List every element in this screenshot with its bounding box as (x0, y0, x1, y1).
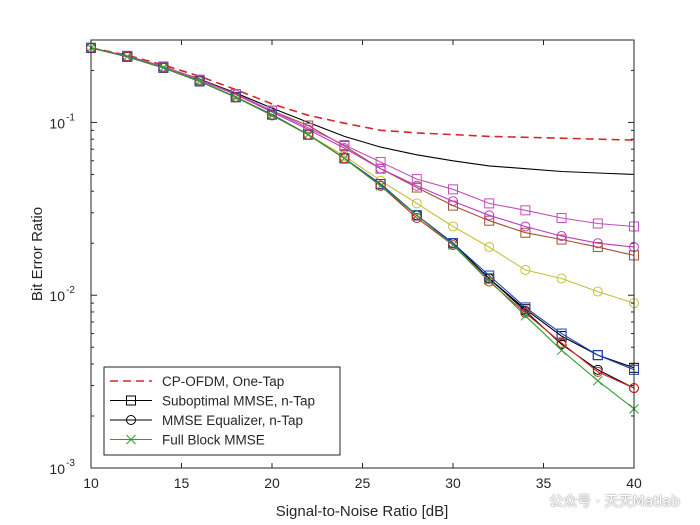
data-point (556, 345, 567, 356)
x-tick-label: 35 (536, 475, 552, 491)
legend-marker (126, 415, 136, 425)
data-point (158, 62, 169, 73)
legend-label: CP-OFDM, One-Tap (162, 374, 284, 389)
legend-label: Full Block MMSE (162, 433, 265, 448)
y-tick-label: 10 (49, 288, 65, 304)
data-point (230, 92, 241, 103)
data-point (484, 275, 495, 286)
data-point (556, 234, 567, 245)
watermark-text: 公众号 · 天天Matlab (549, 494, 680, 510)
data-point (303, 129, 314, 140)
data-point (448, 240, 458, 250)
data-point (194, 76, 205, 87)
data-point (194, 76, 205, 87)
y-axis-label: Bit Error Ratio (29, 207, 46, 301)
data-point (484, 198, 495, 209)
data-point (339, 153, 350, 164)
data-point (303, 129, 314, 140)
series-line (90, 47, 635, 141)
data-point (556, 212, 567, 223)
data-point (122, 51, 133, 62)
x-tick-label: 20 (264, 475, 280, 491)
data-point (411, 210, 422, 221)
legend-marker (126, 434, 136, 445)
data-point (122, 51, 133, 62)
data-point (520, 264, 531, 275)
data-point (448, 240, 458, 251)
data-point (411, 174, 422, 185)
data-point (484, 215, 495, 226)
data-point (520, 310, 531, 321)
y-tick-exponent: -3 (66, 458, 75, 469)
data-point (448, 196, 458, 207)
data-point (267, 110, 277, 121)
data-point (411, 212, 422, 223)
data-point (339, 153, 350, 164)
legend-label: MMSE Equalizer, n-Tap (162, 413, 303, 428)
legend-label: Suboptimal MMSE, n-Tap (162, 394, 315, 409)
data-point (484, 242, 495, 253)
data-point (520, 205, 531, 216)
y-tick-label: 10 (49, 461, 65, 477)
x-tick-label: 10 (83, 475, 99, 491)
data-point (520, 302, 531, 313)
series-10 (86, 43, 639, 414)
data-point (556, 231, 567, 242)
data-point (520, 227, 531, 238)
data-point (303, 122, 314, 133)
data-point (230, 92, 241, 103)
data-point (484, 276, 495, 287)
data-point (375, 163, 386, 174)
x-tick-label: 15 (174, 475, 190, 491)
data-point (375, 180, 386, 191)
series-line (90, 47, 635, 410)
data-point (556, 273, 567, 284)
data-point (375, 157, 386, 168)
data-point (411, 180, 422, 191)
data-point (592, 375, 603, 386)
legend: CP-OFDM, One-Tap Suboptimal MMSE, n-Tap MM… (103, 366, 341, 456)
data-point (411, 210, 422, 221)
data-point (520, 221, 531, 232)
data-point (592, 286, 603, 297)
x-tick-label: 40 (626, 475, 642, 491)
x-tick-label: 30 (445, 475, 461, 491)
data-point (592, 238, 603, 249)
data-point (448, 221, 458, 232)
y-tick-exponent: -1 (66, 112, 75, 123)
data-point (339, 140, 350, 151)
series-0 (90, 47, 635, 141)
data-point (267, 110, 277, 121)
data-point (520, 307, 531, 318)
series-line (90, 47, 635, 228)
data-point (592, 218, 603, 229)
data-point (592, 350, 603, 361)
data-point (448, 184, 458, 195)
data-point (484, 210, 495, 221)
data-point (411, 198, 422, 209)
y-tick-exponent: -2 (66, 285, 75, 296)
data-point (592, 366, 603, 377)
x-tick-label: 25 (355, 475, 371, 491)
legend-marker (126, 395, 136, 406)
data-point (592, 242, 603, 253)
y-tick-label: 10 (49, 115, 65, 131)
data-point (158, 62, 169, 73)
data-point (556, 337, 567, 348)
data-point (375, 180, 386, 191)
x-axis-label: Signal-to-Noise Ratio [dB] (276, 503, 449, 520)
